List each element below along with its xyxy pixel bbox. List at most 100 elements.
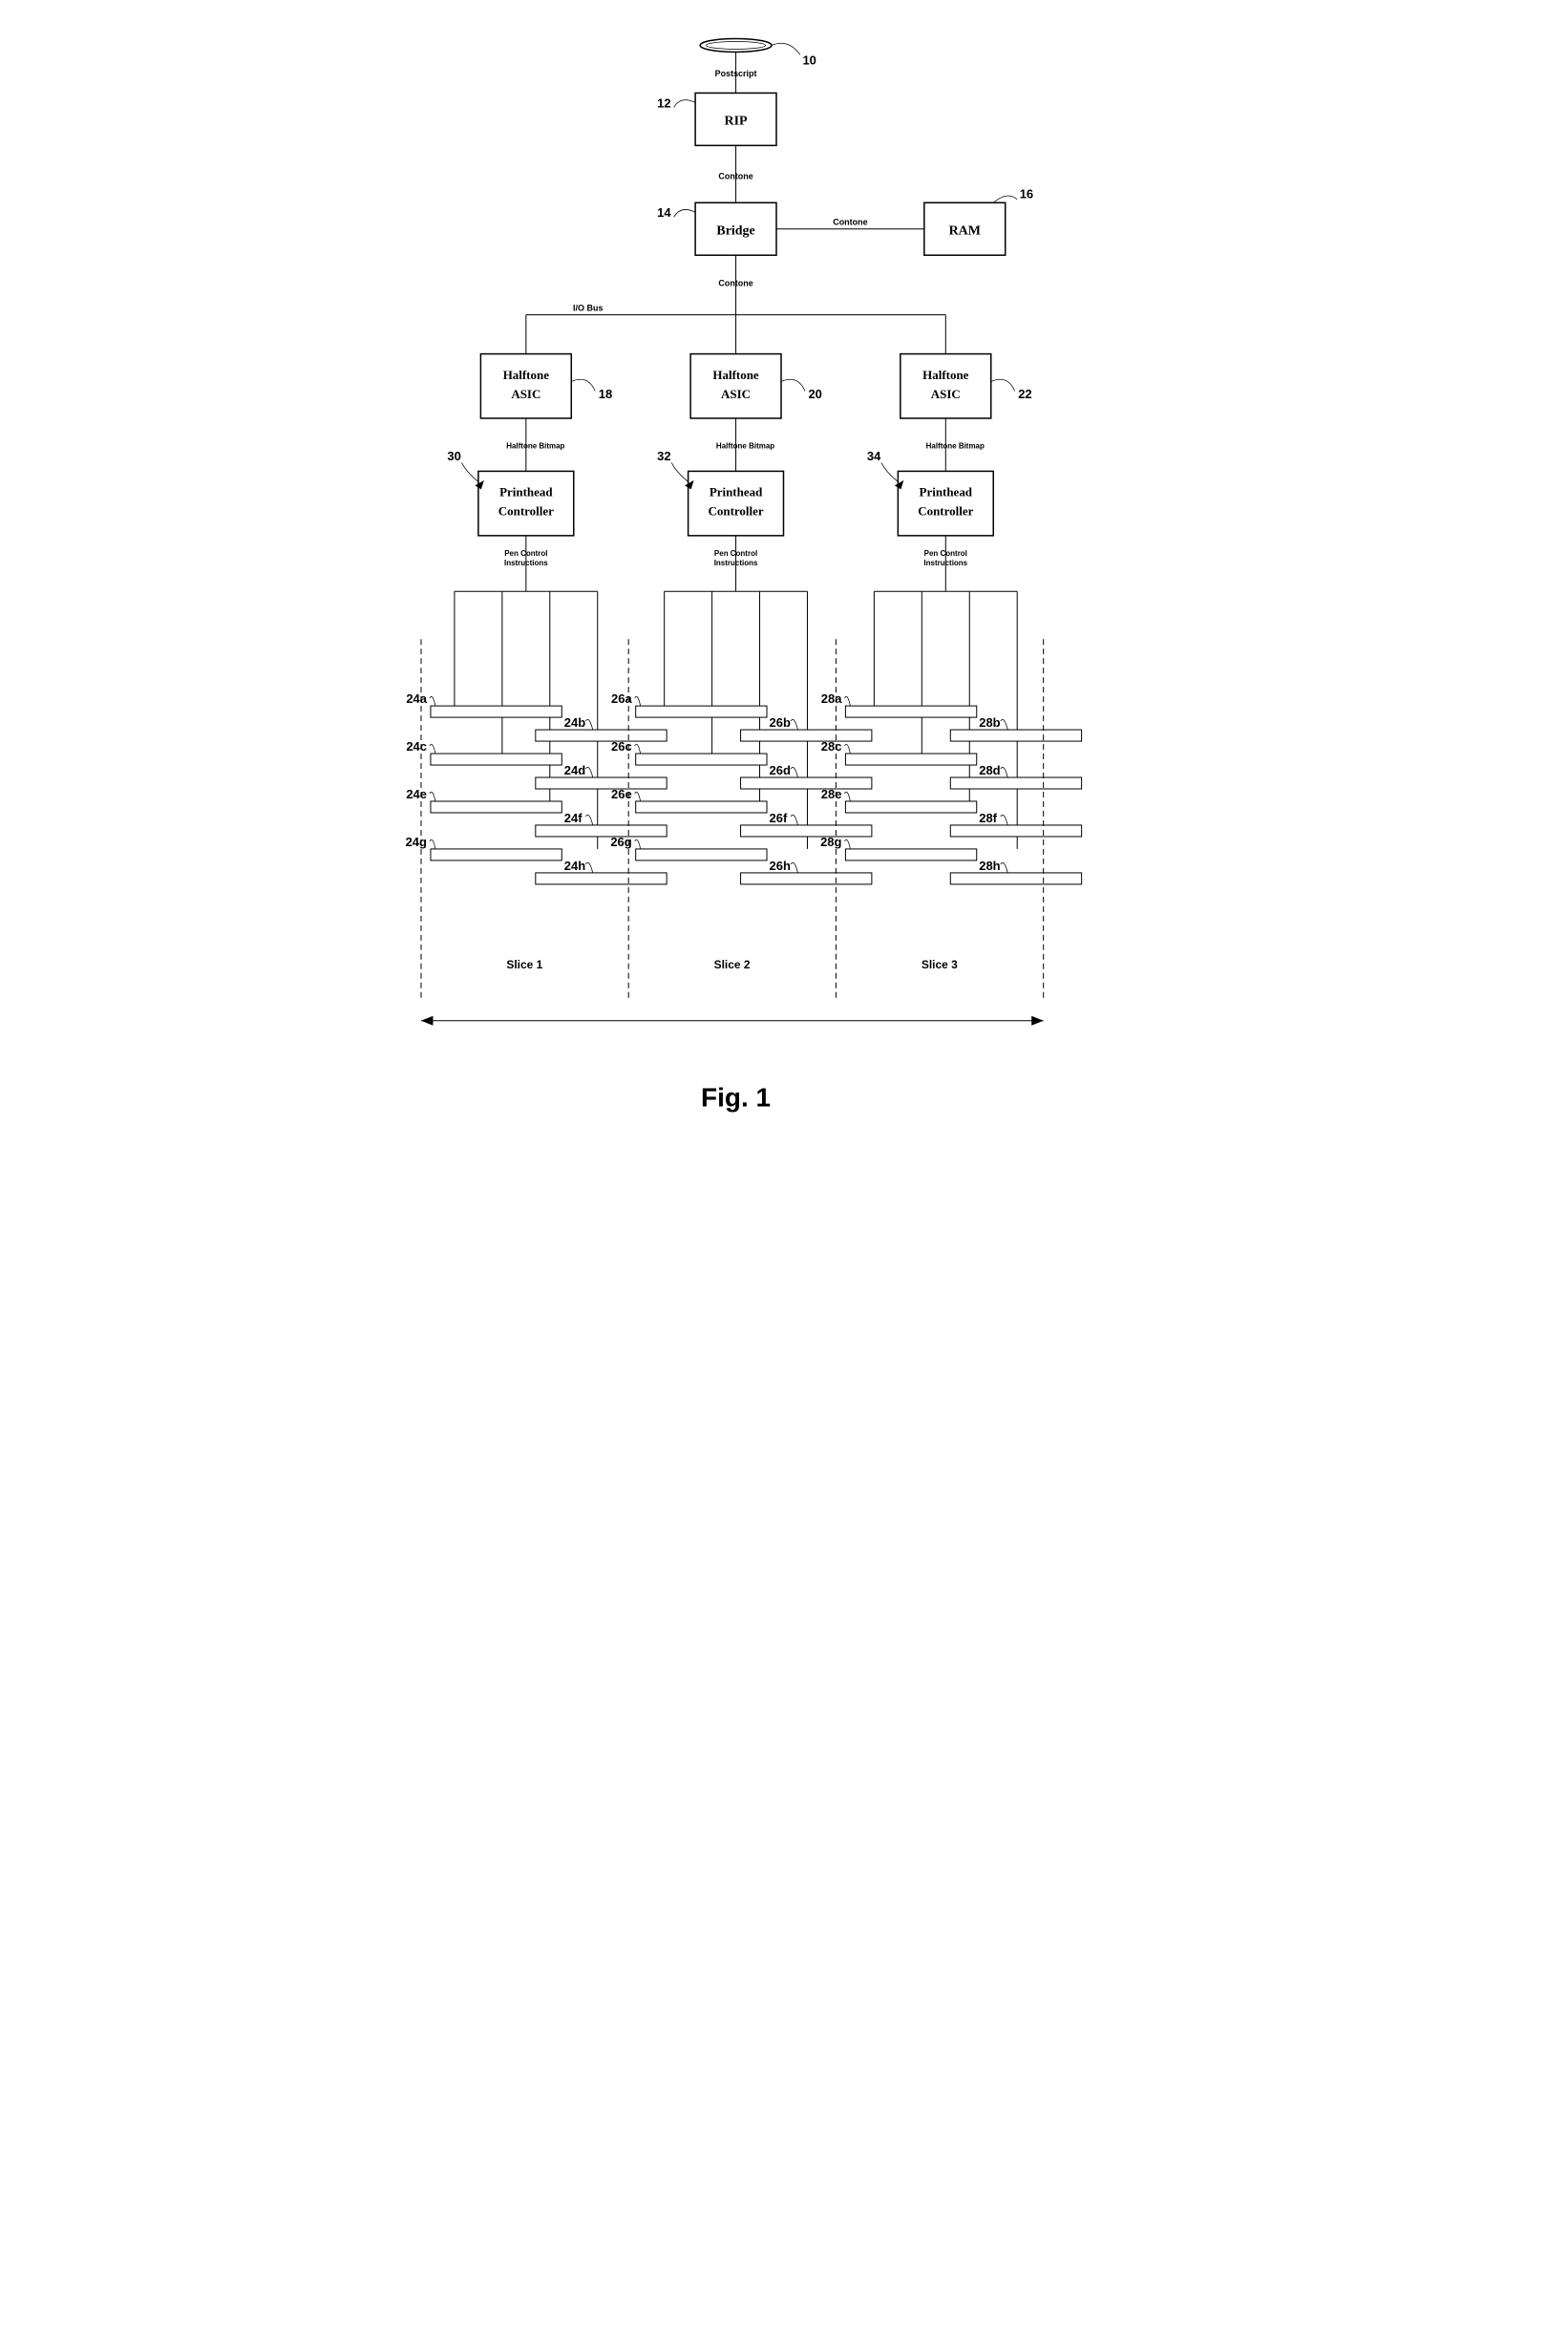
lbl-26h: 26h [770, 859, 791, 873]
lbl-28h: 28h [979, 859, 1000, 873]
slice-3-label: Slice 3 [922, 958, 958, 971]
penctrl1-l1: Pen Control [504, 549, 547, 558]
cc-26e [635, 792, 641, 801]
figure-title: Fig. 1 [701, 1083, 771, 1113]
ref-arrow-34 [881, 462, 898, 481]
lbl-26d: 26d [770, 763, 791, 777]
pen-26d [741, 777, 872, 789]
pen-24h [536, 873, 667, 884]
pen-24b [536, 730, 667, 741]
pen-26b [741, 730, 872, 741]
pen-24d [536, 777, 667, 789]
ref-18: 18 [599, 387, 612, 401]
ref-curve-22 [991, 379, 1015, 391]
lbl-24h: 24h [564, 859, 585, 873]
lbl-24c: 24c [406, 739, 427, 754]
ref-curve-18 [571, 379, 595, 391]
edge-label-iobus: I/O Bus [573, 304, 603, 313]
cc-26g [635, 839, 641, 849]
cc-28a [844, 696, 850, 706]
edge-label-htbmp-2: Halftone Bitmap [716, 441, 774, 450]
cc-24b [585, 719, 592, 730]
ref-curve-12 [674, 100, 695, 108]
penctrl2-l2: Instructions [714, 559, 758, 567]
lbl-28f: 28f [979, 811, 997, 825]
cc-24h [585, 862, 592, 873]
edge-label-contone-1: Contone [718, 171, 752, 181]
lbl-26f: 26f [770, 811, 788, 825]
pen-array: 24a24b24c24d24e24f24g24h26a26b26c26d26e2… [406, 591, 1082, 884]
pc1-l1: Printhead [499, 484, 553, 499]
cc-24d [585, 767, 592, 777]
postscript-disc [700, 38, 772, 52]
lbl-28e: 28e [821, 787, 842, 801]
edge-label-htbmp-3: Halftone Bitmap [926, 441, 985, 450]
pen-26f [741, 825, 872, 837]
ref-arrow-30 [461, 462, 477, 481]
lbl-24g: 24g [406, 835, 427, 849]
lbl-24b: 24b [564, 715, 585, 730]
pc1-l2: Controller [498, 503, 554, 518]
pen-26c [636, 754, 767, 765]
asic3-box [901, 354, 991, 418]
cc-24c [430, 744, 435, 754]
cc-26a [635, 696, 641, 706]
width-arrow-l [421, 1016, 433, 1026]
pen-26a [636, 706, 767, 717]
cc-28b [1001, 719, 1007, 730]
pen-28f [950, 825, 1081, 837]
cc-24e [430, 792, 435, 801]
pen-26e [636, 801, 767, 813]
lbl-24f: 24f [564, 811, 583, 825]
pen-28a [845, 706, 976, 717]
ref-arrow-32 [671, 462, 688, 481]
lbl-24d: 24d [564, 763, 585, 777]
pen-24f [536, 825, 667, 837]
ram-label: RAM [949, 223, 981, 238]
edge-label-htbmp-1: Halftone Bitmap [506, 441, 564, 450]
cc-28h [1001, 862, 1007, 873]
pen-28g [845, 849, 976, 860]
lbl-26a: 26a [611, 691, 632, 706]
cc-28c [844, 744, 850, 754]
ref-30: 30 [447, 449, 460, 463]
edge-label-postscript: Postscript [715, 69, 757, 78]
figure-1: Postscript 10 RIP 12 Contone Bridge 14 R… [392, 19, 1176, 1186]
bridge-label: Bridge [716, 223, 754, 238]
lbl-28a: 28a [821, 691, 842, 706]
pen-28e [845, 801, 976, 813]
edge-label-contone-2: Contone [833, 218, 867, 227]
pen-24e [431, 801, 562, 813]
ref-20: 20 [808, 387, 821, 401]
cc-26d [791, 767, 797, 777]
cc-26b [791, 719, 797, 730]
ref-16: 16 [1020, 186, 1033, 201]
pc3-l1: Printhead [920, 484, 973, 499]
lbl-28g: 28g [820, 835, 841, 849]
rip-label: RIP [725, 115, 749, 129]
pen-28c [845, 754, 976, 765]
asic2-l1: Halftone [712, 368, 759, 382]
penctrl2-l1: Pen Control [714, 549, 757, 558]
ref-10: 10 [802, 53, 816, 67]
lbl-28b: 28b [979, 715, 1000, 730]
edge-label-contone-3: Contone [718, 279, 752, 288]
lbl-24a: 24a [406, 691, 427, 706]
pen-24g [431, 849, 562, 860]
ref-curve-20 [781, 379, 805, 391]
asic2-l2: ASIC [721, 387, 751, 401]
ref-12: 12 [657, 96, 670, 110]
asic2-box [690, 354, 781, 418]
cc-26h [791, 862, 797, 873]
pc2-l2: Controller [709, 503, 764, 518]
lbl-28c: 28c [821, 739, 842, 754]
ref-14: 14 [657, 205, 671, 220]
width-arrow-r [1031, 1016, 1043, 1026]
asic1-l1: Halftone [503, 368, 550, 382]
pen-28d [950, 777, 1081, 789]
asic1-box [480, 354, 571, 418]
cc-24a [430, 696, 435, 706]
pen-26g [636, 849, 767, 860]
asic3-l2: ASIC [931, 387, 961, 401]
cc-24g [430, 839, 435, 849]
